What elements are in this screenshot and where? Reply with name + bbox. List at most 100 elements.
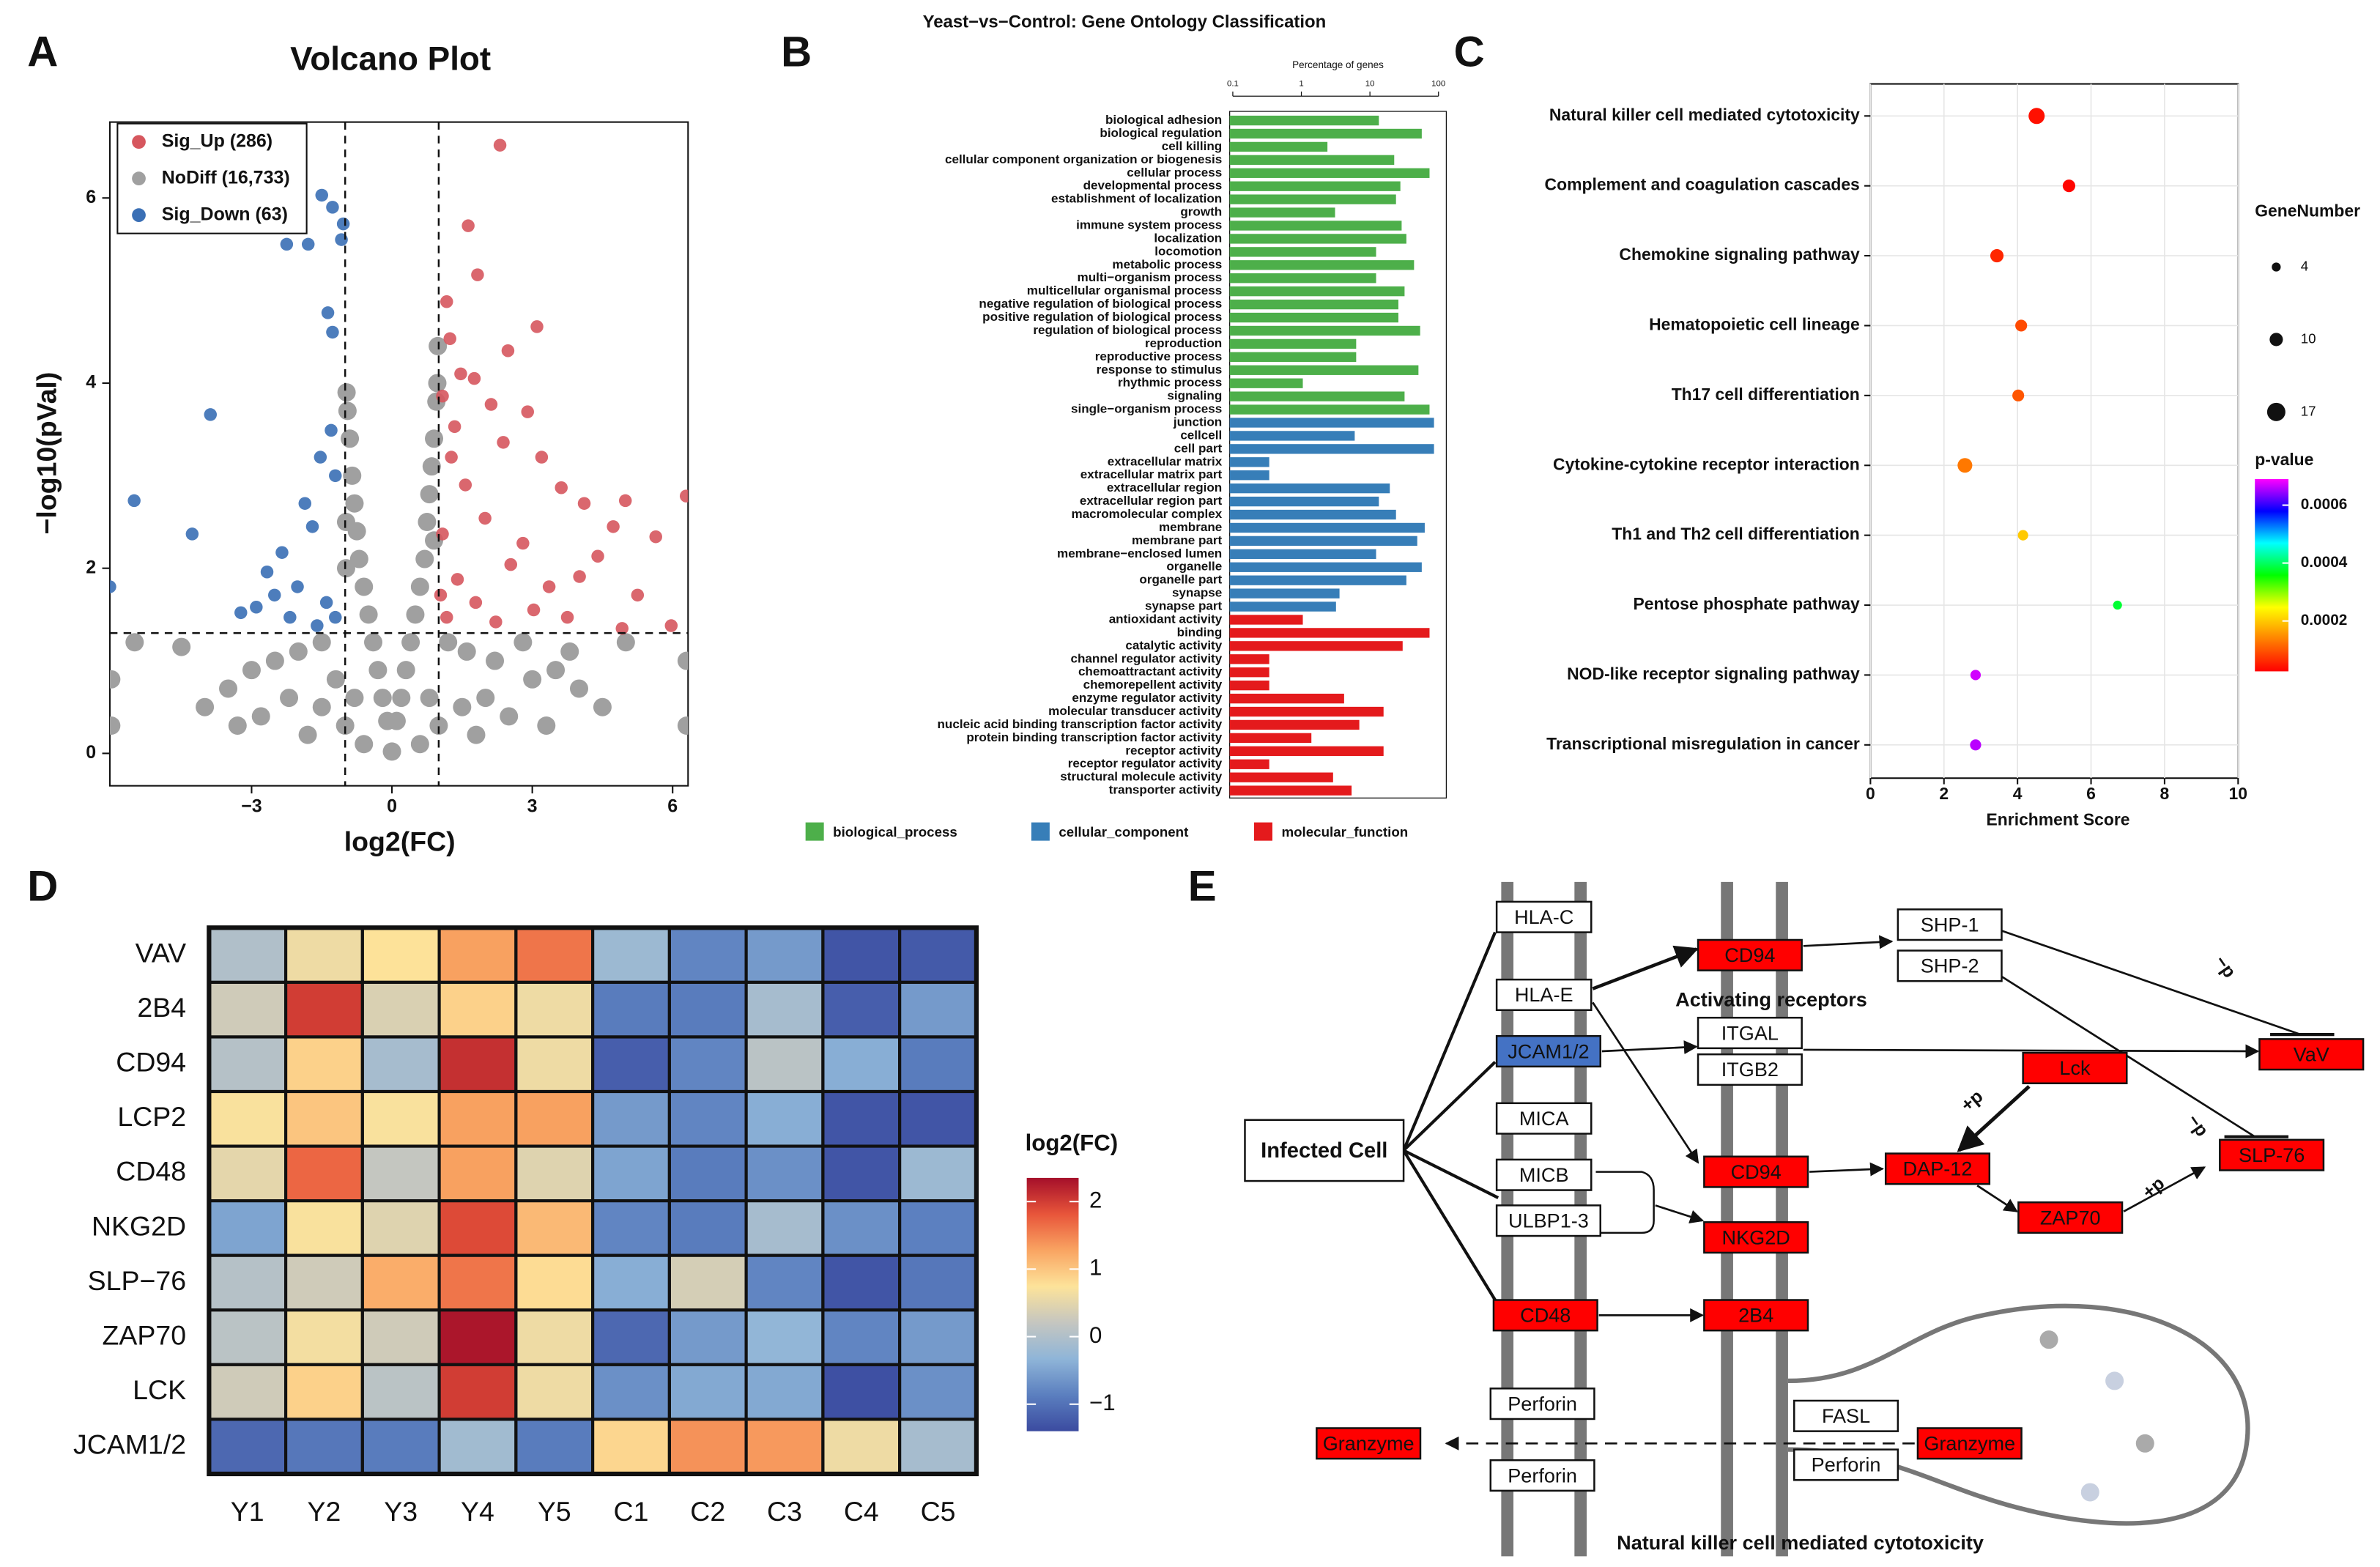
bubble: [2017, 530, 2028, 541]
point: [314, 451, 327, 464]
heatmap-cell: [207, 1144, 288, 1203]
y-axis-label: −log10(pVal): [31, 372, 62, 535]
heatmap-cell: [821, 926, 902, 984]
heatmap-cell: [437, 1089, 518, 1148]
row-label: CD48: [116, 1156, 186, 1187]
point: [196, 697, 215, 716]
heatmap-cell: [284, 1089, 364, 1148]
heatmap-cell: [284, 1418, 364, 1476]
edge: [1403, 1149, 1499, 1199]
point: [109, 716, 121, 735]
x-axis-label: log2(FC): [344, 826, 456, 857]
category-label: Natural killer cell mediated cytotoxicit…: [1549, 105, 1860, 124]
point: [359, 605, 378, 624]
category-label: signaling: [1167, 389, 1222, 403]
point: [434, 588, 448, 602]
node-box: [1884, 1152, 1991, 1185]
column-label: Y2: [308, 1496, 341, 1527]
heatmap-cell: [437, 1253, 518, 1312]
point: [172, 637, 191, 656]
x-tick-label: 0: [1866, 784, 1875, 803]
point: [298, 725, 317, 744]
category-label: multi−organism process: [1078, 270, 1223, 284]
heatmap-cell: [821, 1308, 902, 1366]
node-box: [1489, 1388, 1595, 1420]
category-label: receptor activity: [1125, 744, 1222, 757]
arrow: [1655, 1204, 1705, 1223]
arrow: [1601, 1040, 1698, 1055]
point: [338, 401, 357, 421]
heatmap-cell: [667, 1199, 748, 1257]
points: [109, 138, 689, 761]
bar: [1229, 352, 1357, 362]
legend-label: cellular_component: [1059, 824, 1189, 840]
point: [516, 536, 530, 550]
point: [345, 689, 364, 708]
category-label: NOD-like receptor signaling pathway: [1567, 664, 1860, 683]
heatmap-cell: [360, 1253, 441, 1312]
column-label: C5: [921, 1496, 956, 1527]
colorbar-label: 2: [1089, 1187, 1102, 1212]
node-label: HLA-E: [1515, 983, 1573, 1006]
bar: [1229, 312, 1398, 323]
point: [336, 559, 355, 578]
heatmap-cell: [667, 1089, 748, 1148]
size-legend-label: 17: [2301, 403, 2316, 418]
point: [382, 742, 401, 761]
node-label: FASL: [1822, 1404, 1870, 1427]
annotation: +p: [1957, 1086, 1987, 1116]
bar: [1229, 141, 1328, 152]
heatmap-cell: [821, 1144, 902, 1203]
column-label: C1: [614, 1496, 649, 1527]
heatmap-cell: [667, 980, 748, 1039]
node-label: 2B4: [1738, 1304, 1773, 1327]
node-box: [1703, 1221, 1809, 1254]
annotation: −p: [2211, 952, 2240, 982]
point: [514, 633, 533, 652]
category-label: organelle: [1166, 560, 1222, 574]
node-box: [1703, 1155, 1809, 1188]
point: [573, 570, 586, 583]
colorbar-label: 1: [1089, 1255, 1102, 1281]
node-box: [1495, 1034, 1601, 1068]
color-legend-title: p-value: [2255, 450, 2313, 469]
heatmap-cell: [898, 1253, 979, 1312]
node-label: ZAP70: [2040, 1206, 2101, 1229]
heatmap-cell: [514, 1089, 595, 1148]
category-label: reproductive process: [1095, 349, 1223, 363]
point: [616, 633, 635, 652]
heatmap-cell: [744, 1418, 825, 1476]
legend-swatch: [132, 208, 146, 223]
heatmap-cell: [898, 926, 979, 984]
legend-label: NoDiff (16,733): [162, 167, 290, 188]
heatmap-cell: [744, 980, 825, 1039]
category-label: growth: [1180, 205, 1222, 219]
point: [607, 520, 620, 533]
point: [501, 344, 515, 358]
point: [535, 451, 549, 464]
node-box: [1793, 1448, 1899, 1481]
heatmap-cell: [821, 1418, 902, 1476]
chart-title: Volcano Plot: [290, 40, 491, 77]
bar: [1229, 247, 1376, 257]
heatmap-cell: [898, 980, 979, 1039]
heatmap-cell: [284, 1308, 364, 1366]
point: [448, 420, 461, 434]
heatmap-cell: [437, 926, 518, 984]
point: [343, 466, 362, 485]
edge: [1402, 1061, 1497, 1152]
point: [471, 268, 484, 281]
heatmap-cell: [360, 1308, 441, 1366]
bubble: [2113, 600, 2122, 610]
legend-label: molecular_function: [1281, 824, 1408, 840]
heatmap-cell: [360, 926, 441, 984]
bar: [1229, 628, 1430, 638]
bar: [1229, 378, 1303, 388]
node-box: [2022, 1051, 2128, 1085]
y-tick-label: 0: [86, 742, 96, 763]
x-tick-label: 6: [667, 796, 678, 816]
heatmap-cell: [514, 1308, 595, 1366]
heatmap-cell: [744, 1035, 825, 1094]
panel-label: E: [1188, 863, 1217, 911]
